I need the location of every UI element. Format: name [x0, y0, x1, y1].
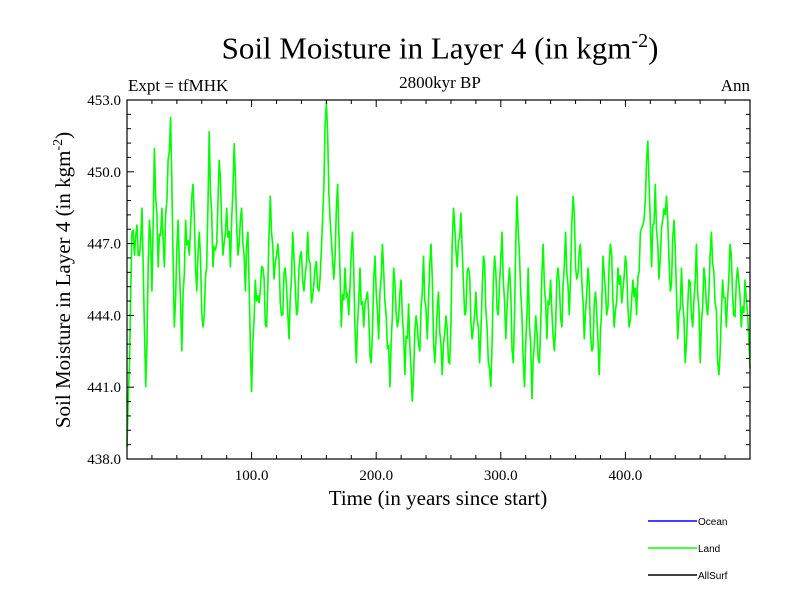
- season-label: Ann: [720, 76, 750, 95]
- chart-title-text: Soil Moisture in Layer 4 (in kgm: [221, 30, 632, 66]
- x-tick-label: 100.0: [235, 468, 269, 484]
- series-line-land: [126, 102, 751, 448]
- y-tick-label: 450.0: [87, 165, 121, 181]
- plot-frame: [126, 99, 751, 460]
- x-axis-title: Time (in years since start): [329, 486, 548, 510]
- y-tick-label: 438.0: [87, 452, 121, 468]
- legend-label-ocean: Ocean: [698, 517, 727, 528]
- experiment-label: Expt = tfMHK: [128, 76, 229, 95]
- y-tick-label: 444.0: [87, 308, 121, 324]
- x-tick-label: 400.0: [609, 468, 643, 484]
- legend-label-land: Land: [698, 544, 720, 555]
- legend-label-allsurf: AllSurf: [698, 571, 728, 582]
- x-tick-label: 200.0: [359, 468, 393, 484]
- y-tick-label: 453.0: [87, 93, 121, 109]
- y-tick-label: 447.0: [87, 237, 121, 253]
- chart-title-superscript: -2: [631, 30, 649, 52]
- y-axis-title: Soil Moisture in Layer 4 (in kgm-2): [51, 132, 75, 428]
- y-tick-label: 441.0: [87, 380, 121, 396]
- x-tick-label: 300.0: [484, 468, 518, 484]
- chart-title-close: ): [648, 30, 659, 66]
- chart-subtitle: 2800kyr BP: [399, 73, 481, 92]
- chart-title: Soil Moisture in Layer 4 (in kgm-2): [0, 30, 800, 66]
